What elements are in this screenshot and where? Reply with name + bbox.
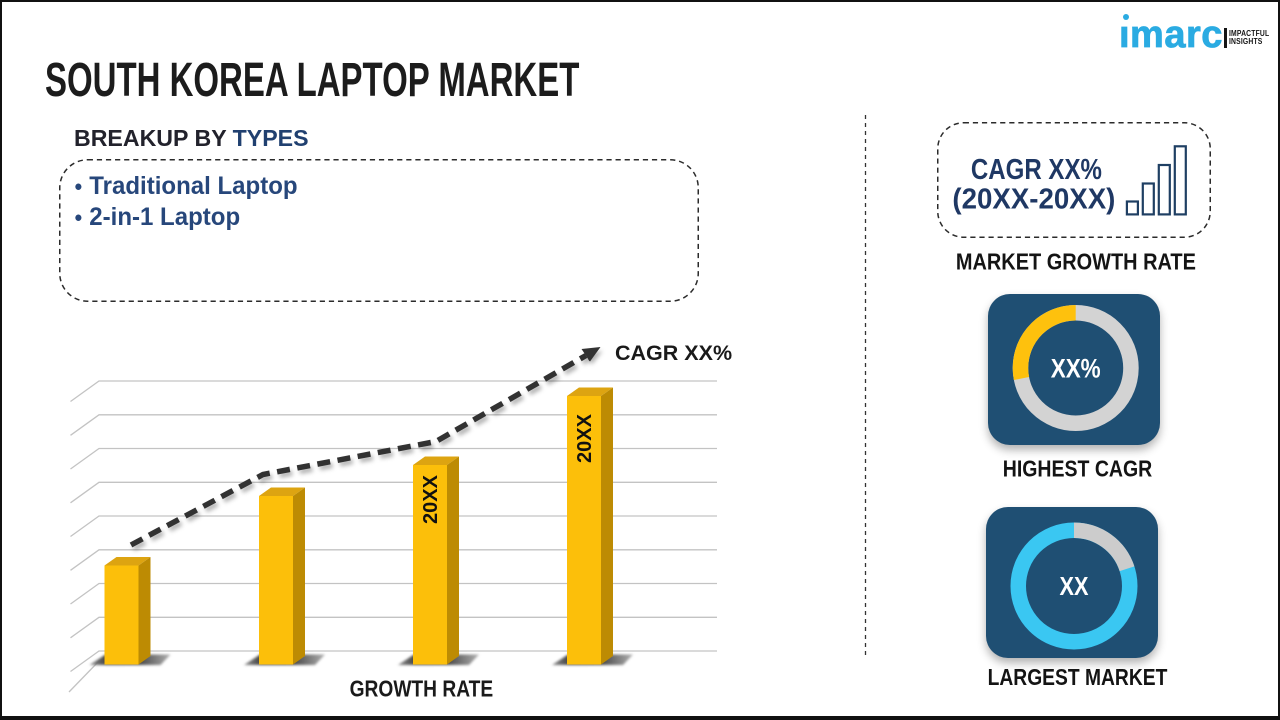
svg-text:GROWTH RATE: GROWTH RATE bbox=[350, 676, 494, 702]
svg-text:CAGR XX%: CAGR XX% bbox=[615, 341, 732, 365]
svg-text:XX%: XX% bbox=[1051, 353, 1101, 383]
svg-text:CAGR XX%: CAGR XX% bbox=[971, 154, 1102, 186]
svg-text:20XX: 20XX bbox=[574, 413, 596, 463]
svg-text:20XX: 20XX bbox=[420, 474, 442, 524]
svg-text:XX: XX bbox=[1060, 573, 1089, 601]
svg-text:LARGEST MARKET: LARGEST MARKET bbox=[988, 664, 1168, 690]
svg-text:(20XX-20XX): (20XX-20XX) bbox=[952, 184, 1115, 216]
svg-text:MARKET GROWTH RATE: MARKET GROWTH RATE bbox=[956, 249, 1196, 275]
svg-text:HIGHEST CAGR: HIGHEST CAGR bbox=[1003, 456, 1153, 482]
